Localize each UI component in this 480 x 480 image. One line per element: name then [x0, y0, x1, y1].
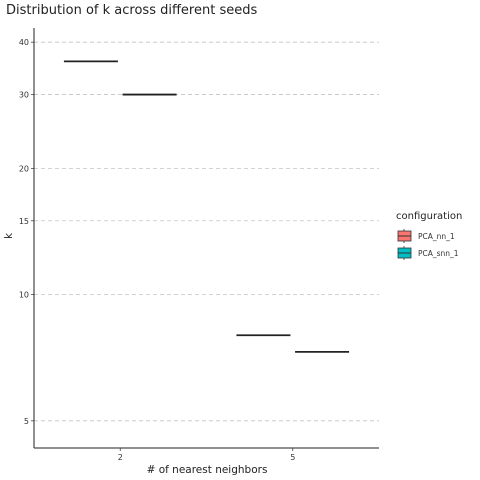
box-marks [63, 60, 350, 353]
legend-item: PCA_snn_1 [397, 246, 459, 260]
chart-title: Distribution of k across different seeds [6, 3, 257, 18]
y-tick-label: 10 [19, 291, 29, 300]
y-tick-label: 40 [19, 38, 29, 47]
y-tick-label: 15 [19, 217, 29, 226]
y-axis-title: k [3, 232, 15, 239]
x-tick-label: 2 [118, 453, 123, 462]
legend-label: PCA_nn_1 [418, 232, 455, 241]
y-tick-label: 30 [19, 91, 29, 100]
y-tick-label: 20 [19, 164, 29, 173]
legend: configuration PCA_nn_1 PCA_snn_1 [396, 211, 462, 260]
x-axis-title: # of nearest neighbors [147, 464, 268, 476]
axes: 5 10 15 20 30 40 2 5 [19, 28, 379, 462]
grid-lines [34, 41, 379, 422]
y-tick-label: 5 [24, 417, 29, 426]
x-tick-label: 5 [290, 453, 295, 462]
legend-item: PCA_nn_1 [397, 229, 455, 243]
legend-label: PCA_snn_1 [418, 249, 459, 258]
legend-title: configuration [396, 211, 462, 222]
